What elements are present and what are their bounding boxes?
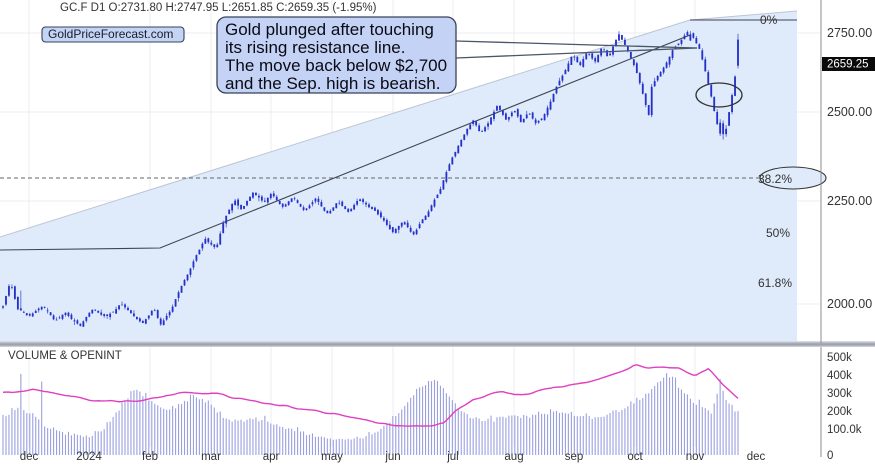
svg-text:2250.00: 2250.00 [827,194,872,208]
svg-text:dec: dec [747,451,766,463]
svg-text:GC.F D1 O:2731.80 H:2747.95: GC.F D1 O:2731.80 H:2747.95 L:2651.85 C:… [60,2,377,14]
svg-text:its rising resistance line.: its rising resistance line. [225,38,405,57]
svg-text:Gold plunged after touching: Gold plunged after touching [225,20,434,39]
svg-text:500k: 500k [827,352,852,364]
svg-text:0: 0 [827,450,833,462]
svg-text:sep: sep [565,451,584,463]
svg-text:may: may [321,451,343,463]
svg-text:and the Sep. high is bearish.: and the Sep. high is bearish. [225,74,440,93]
svg-text:VOLUME & OPENINT: VOLUME & OPENINT [8,350,122,362]
svg-text:feb: feb [142,451,158,463]
svg-text:GoldPriceForecast.com: GoldPriceForecast.com [48,27,173,41]
svg-text:2659.25: 2659.25 [827,59,869,71]
svg-text:400k: 400k [827,370,852,382]
svg-text:2000.00: 2000.00 [827,297,872,311]
svg-text:The move back below $2,700: The move back below $2,700 [225,56,447,75]
svg-text:aug: aug [504,451,523,463]
svg-text:2024: 2024 [76,451,102,463]
svg-text:jun: jun [384,451,400,463]
svg-text:0%: 0% [760,13,778,27]
svg-text:jul: jul [446,451,459,463]
svg-text:50%: 50% [766,226,790,240]
svg-text:nov: nov [686,451,705,463]
svg-text:100.0k: 100.0k [827,424,862,436]
svg-text:dec: dec [20,451,39,463]
svg-text:oct: oct [627,451,643,463]
svg-text:mar: mar [201,451,221,463]
svg-text:38.2%: 38.2% [758,172,792,186]
svg-text:2750.00: 2750.00 [827,26,872,40]
svg-text:61.8%: 61.8% [758,276,792,290]
svg-text:300k: 300k [827,388,852,400]
svg-text:2500.00: 2500.00 [827,105,872,119]
svg-text:200k: 200k [827,406,852,418]
svg-text:apr: apr [263,451,280,463]
